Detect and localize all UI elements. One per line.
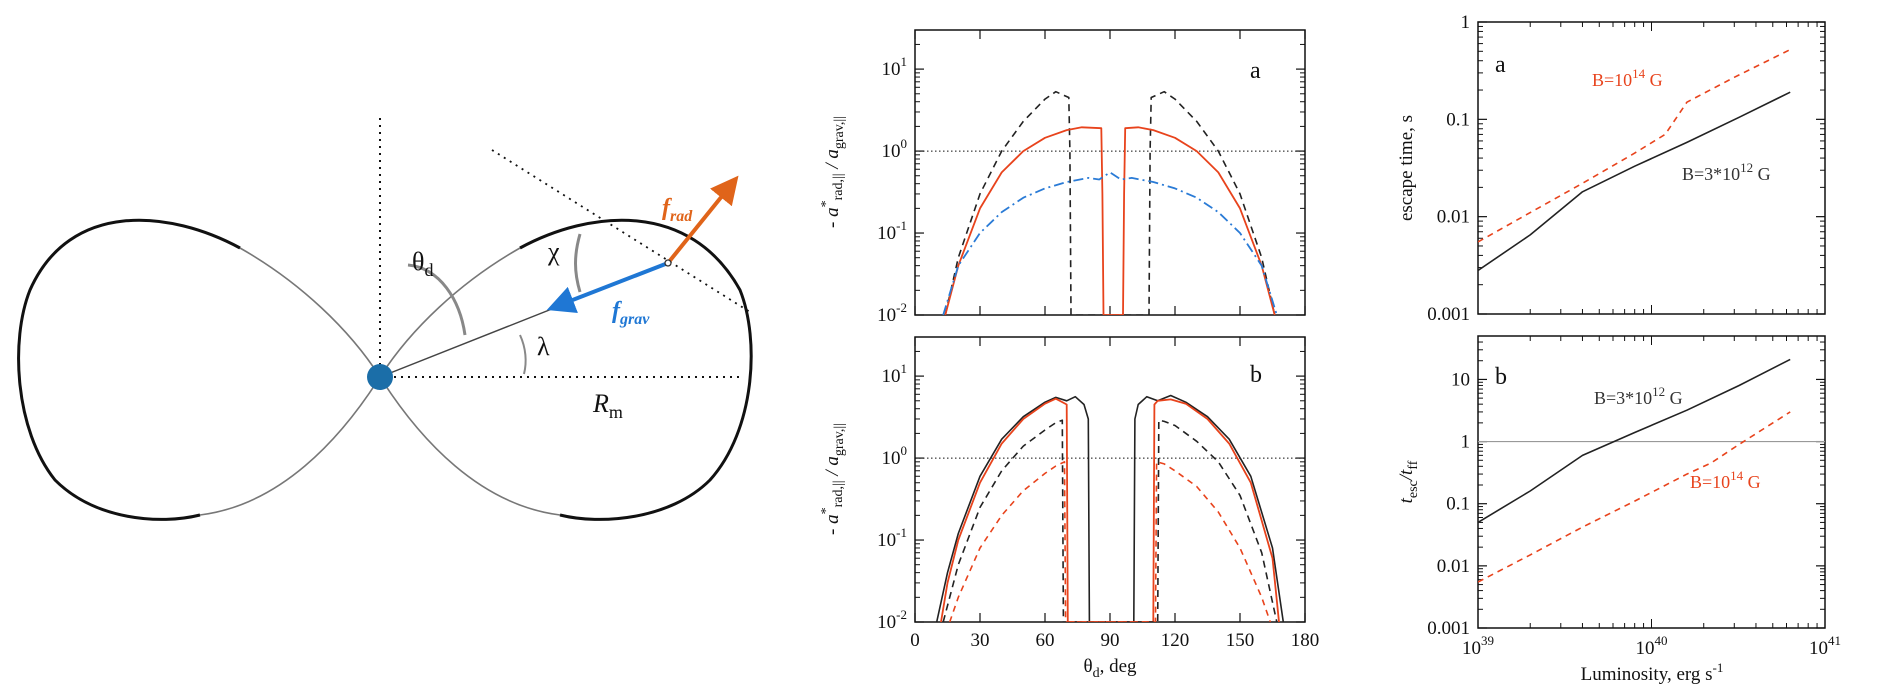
series-line-4 [948, 460, 1272, 622]
series-line-3 [942, 171, 1278, 315]
y-tick-label: 10-2 [877, 300, 907, 326]
right-lobe-thick-line [519, 218, 753, 521]
x-tick-label: 1041 [1809, 633, 1841, 659]
series-group [935, 394, 1285, 622]
left-lobe-inner-line-lower [199, 376, 381, 516]
escape-time-chart-a: 0.001 0.01 0.1 1 a B=1014 G B=3*1012 G esca… [1396, 12, 1826, 325]
x-tick-label: 1039 [1462, 633, 1494, 659]
field-line-point [664, 259, 672, 267]
series-group [942, 90, 1278, 315]
annotation-b-high: B=1014 G [1592, 66, 1663, 90]
series-line-2 [1478, 411, 1791, 583]
y-tick-label: 1 [1461, 432, 1471, 453]
dipole-diagram: θd χ λ Rm frad fgrav [17, 118, 753, 521]
y-tick-label: 0.1 [1446, 494, 1470, 515]
y-ticks: 10-2 10-1 100 101 [877, 336, 1305, 633]
x-ticks [914, 30, 1306, 315]
y-tick-label: 1 [1461, 12, 1471, 33]
f-grav-label: fgrav [612, 298, 650, 328]
lambda-arc [519, 334, 527, 375]
chi-arc [574, 233, 582, 293]
panel-letter: b [1250, 362, 1262, 388]
panel-letter: b [1495, 364, 1507, 390]
y-axis-label: - a*rad,|| / agrav,|| [819, 423, 847, 535]
right-lobe-inner-line [379, 247, 521, 378]
y-axis-label: - a*rad,|| / agrav,|| [819, 116, 847, 228]
x-tick-label: 0 [910, 630, 920, 651]
x-axis-label: Luminosity, erg s-1 [1581, 660, 1724, 685]
neutron-star [367, 364, 393, 390]
theta-d-label: θd [412, 247, 433, 280]
tangent-dotted-line [491, 149, 751, 313]
y-ticks: 0.001 0.01 0.1 1 [1427, 12, 1825, 325]
series-line-1 [935, 394, 1285, 622]
y-tick-label: 10-1 [877, 218, 907, 244]
annotation-b-high: B=1014 G [1690, 468, 1761, 492]
series-line-1 [1478, 48, 1791, 243]
lambda-label: λ [537, 332, 550, 361]
left-lobe-inner-line [239, 247, 381, 378]
x-tick-label: 180 [1291, 630, 1320, 651]
y-ticks: 10-2 10-1 100 101 [877, 29, 1305, 326]
y-tick-label: 101 [882, 54, 908, 80]
r-m-label: Rm [592, 389, 623, 422]
y-tick-label: 10-1 [877, 525, 907, 551]
y-ticks: 0.001 0.01 0.1 1 10 [1427, 335, 1825, 639]
y-tick-label: 10-2 [877, 607, 907, 633]
panel-letter: a [1250, 58, 1261, 84]
x-ticks: 0 30 60 90 120 150 180 [910, 337, 1319, 651]
annotation-b-low: B=3*1012 G [1682, 160, 1771, 184]
series-line-2 [940, 397, 1280, 622]
theta-arc [407, 263, 467, 336]
y-tick-label: 0.001 [1427, 304, 1470, 325]
series-line-2 [944, 126, 1276, 315]
y-tick-label: 101 [882, 361, 908, 387]
plot-frame [914, 29, 1306, 316]
x-tick-label: 60 [1036, 630, 1055, 651]
x-tick-label: 150 [1226, 630, 1255, 651]
y-tick-label: 0.1 [1446, 109, 1470, 130]
f-rad-arrow [666, 175, 739, 265]
right-lobe-inner-line-lower [379, 376, 561, 516]
acceleration-chart-a: 10-2 10-1 100 101 a - a*rad,|| / agrav,|| [819, 29, 1306, 326]
series-line-1 [1478, 358, 1791, 524]
x-ticks [1477, 22, 1826, 314]
y-axis-label: escape time, s [1396, 115, 1417, 221]
escape-time-chart-b: 0.001 0.01 0.1 1 10 1039 1040 1041 b B=3*1012 … [1396, 335, 1841, 685]
x-ticks: 1039 1040 1041 [1462, 336, 1841, 659]
plot-frame [1477, 335, 1826, 629]
y-tick-label: 100 [882, 443, 908, 469]
plot-frame [1477, 21, 1826, 315]
y-tick-label: 100 [882, 136, 908, 162]
y-tick-label: 0.01 [1437, 207, 1470, 228]
x-tick-label: 90 [1101, 630, 1120, 651]
series-line-2 [1478, 91, 1791, 272]
f-rad-label: frad [662, 195, 693, 225]
x-axis-label: θd, deg [1083, 656, 1137, 681]
x-tick-label: 30 [971, 630, 990, 651]
y-tick-label: 0.01 [1437, 556, 1470, 577]
y-tick-label: 10 [1451, 369, 1470, 390]
f-grav-arrow [546, 261, 669, 313]
series-line-1 [944, 90, 1276, 315]
series-group [1478, 358, 1791, 583]
left-lobe-thick-line [17, 218, 241, 521]
x-tick-label: 120 [1161, 630, 1190, 651]
x-tick-label: 1040 [1636, 633, 1668, 659]
series-group [1478, 48, 1791, 272]
panel-letter: a [1495, 52, 1506, 78]
plot-frame [914, 336, 1306, 623]
y-tick-label: 0.001 [1427, 618, 1470, 639]
y-axis-label: tesc/tff [1396, 460, 1421, 503]
series-line-3 [942, 419, 1278, 622]
annotation-b-low: B=3*1012 G [1594, 384, 1683, 408]
chi-label: χ [547, 237, 560, 266]
acceleration-chart-b: 10-2 10-1 100 101 0 30 60 90 120 150 180 b - a*ra… [819, 336, 1319, 681]
